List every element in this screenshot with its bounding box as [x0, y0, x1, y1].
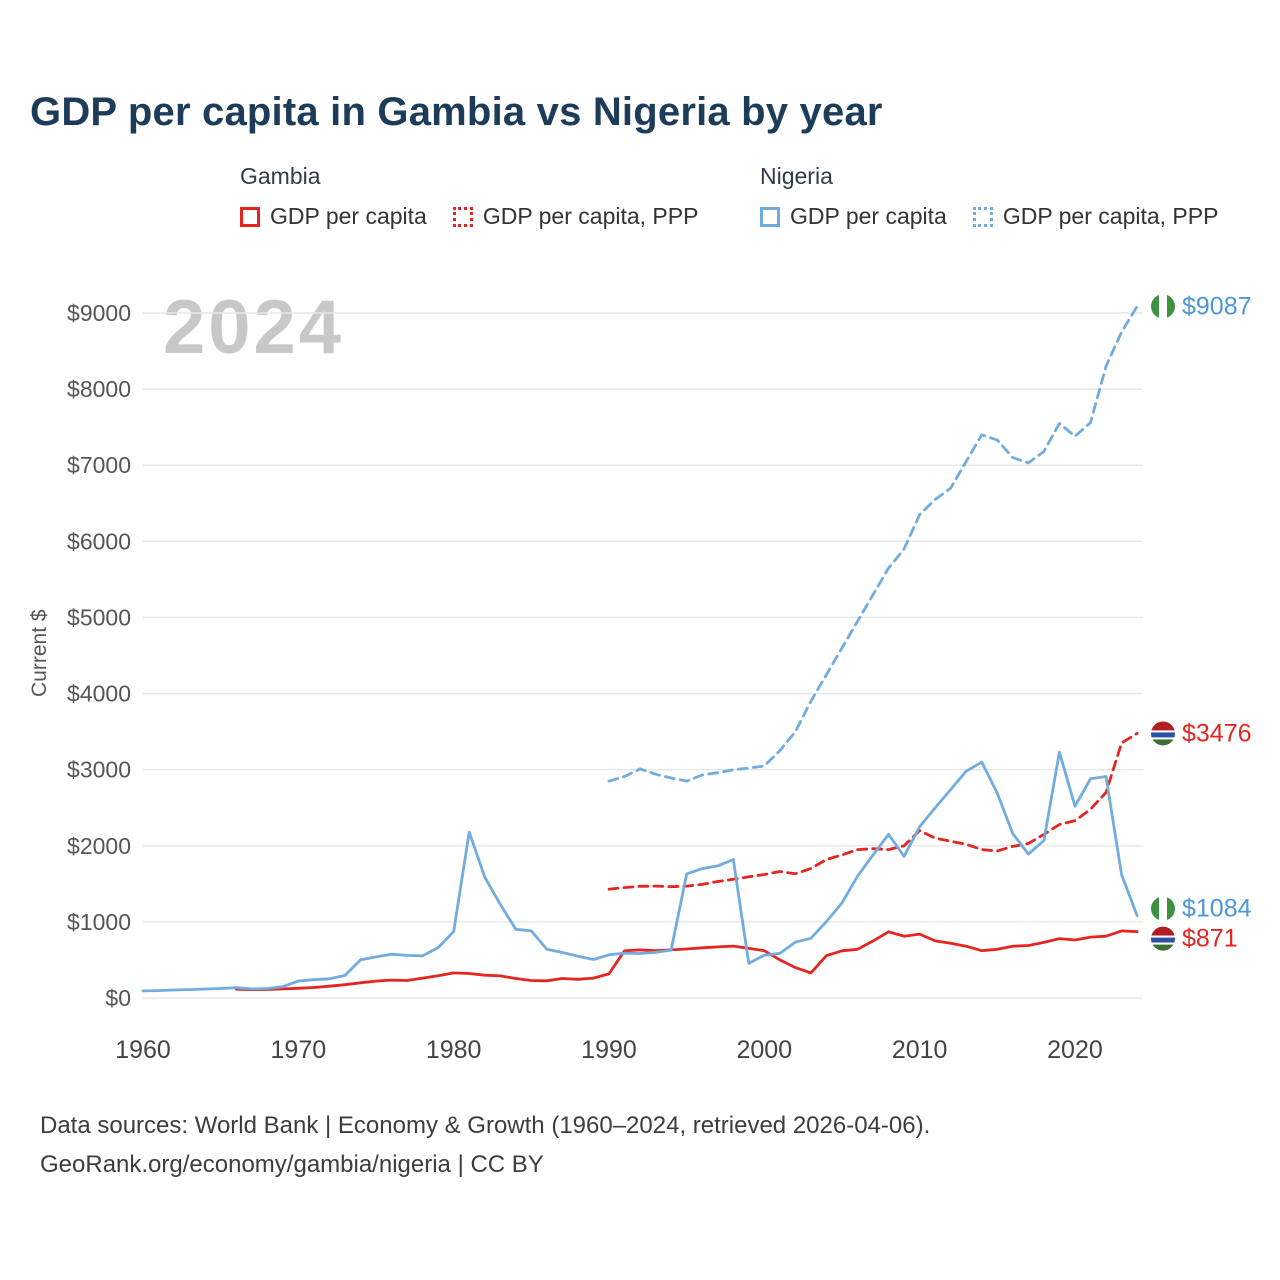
y-tick-label: $9000 — [67, 300, 131, 326]
y-tick-label: $4000 — [67, 681, 131, 707]
series-line-nigeria-ppp — [607, 304, 1139, 783]
watermark-year: 2024 — [163, 285, 345, 370]
legend-swatch-gambia-solid — [240, 206, 260, 227]
data-sources-line: Data sources: World Bank | Economy & Gro… — [40, 1112, 931, 1139]
y-tick-label: $5000 — [67, 604, 131, 630]
legend-items: GDP per capita GDP per capita, PPP — [240, 203, 698, 230]
y-tick-label: $6000 — [67, 528, 131, 554]
x-tick-label: 2000 — [737, 1036, 793, 1064]
legend-group-nigeria-label: Nigeria — [760, 163, 833, 189]
gambia-flag-icon — [1151, 721, 1175, 746]
legend-item-label: GDP per capita — [790, 203, 947, 229]
series-line-gambia — [234, 929, 1139, 991]
end-value-label: $1084 — [1182, 895, 1252, 923]
y-axis-title: Current $ — [28, 609, 51, 697]
y-tick-label: $2000 — [67, 833, 131, 859]
y-tick-label: $0 — [105, 985, 131, 1011]
page-title: GDP per capita in Gambia vs Nigeria by y… — [30, 90, 883, 134]
y-tick-label: $1000 — [67, 909, 131, 935]
legend-item-label: GDP per capita, PPP — [482, 203, 699, 229]
y-tick-label: $3000 — [67, 757, 131, 783]
x-tick-label: 1970 — [271, 1036, 327, 1064]
y-tick-label: $8000 — [67, 376, 131, 402]
legend-swatch-gambia-dotted — [452, 206, 473, 227]
legend-item-nigeria-gdp[interactable]: GDP per capita — [760, 203, 947, 230]
series-line-gambia-ppp — [607, 732, 1139, 891]
legend-group-gambia: Gambia GDP per capita GDP per capita, PP… — [240, 163, 698, 230]
y-tick-label: $7000 — [67, 452, 131, 478]
series-line-nigeria — [141, 750, 1139, 993]
x-tick-label: 1960 — [115, 1036, 171, 1064]
legend-group-gambia-label: Gambia — [240, 163, 321, 189]
footer: Data sources: World Bank | Economy & Gro… — [40, 1106, 930, 1184]
end-value-label: $9087 — [1182, 292, 1252, 320]
end-value-label: $3476 — [1182, 719, 1252, 747]
end-value-label: $871 — [1182, 925, 1238, 953]
nigeria-flag-icon — [1151, 294, 1175, 319]
x-tick-label: 2010 — [892, 1036, 948, 1064]
legend-item-gambia-gdp-ppp[interactable]: GDP per capita, PPP — [452, 203, 699, 230]
legend-swatch-nigeria-solid — [760, 206, 780, 227]
legend-swatch-nigeria-dotted — [972, 206, 993, 227]
nigeria-flag-icon — [1151, 896, 1175, 921]
gambia-flag-icon — [1151, 926, 1175, 951]
x-tick-label: 2020 — [1047, 1036, 1103, 1064]
x-tick-label: 1990 — [581, 1036, 637, 1064]
legend-group-nigeria: Nigeria GDP per capita GDP per capita, P… — [760, 163, 1218, 230]
legend-item-label: GDP per capita, PPP — [1002, 203, 1219, 229]
attribution-line: GeoRank.org/economy/gambia/nigeria | CC … — [40, 1151, 544, 1178]
legend-item-label: GDP per capita — [270, 203, 427, 229]
legend-items: GDP per capita GDP per capita, PPP — [760, 203, 1218, 230]
x-tick-label: 1980 — [426, 1036, 482, 1064]
legend-item-nigeria-gdp-ppp[interactable]: GDP per capita, PPP — [972, 203, 1219, 230]
legend-item-gambia-gdp[interactable]: GDP per capita — [240, 203, 427, 230]
